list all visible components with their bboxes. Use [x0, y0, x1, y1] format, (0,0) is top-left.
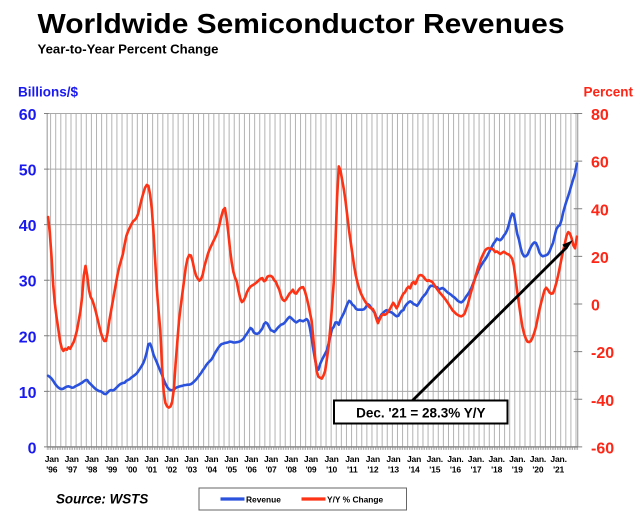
- svg-text:'00: '00: [126, 465, 137, 475]
- svg-text:Jan: Jan: [366, 454, 380, 464]
- svg-text:-60: -60: [591, 440, 614, 457]
- svg-text:Jan: Jan: [204, 454, 218, 464]
- svg-text:'14: '14: [409, 465, 420, 475]
- svg-text:Jan: Jan: [407, 454, 421, 464]
- svg-text:'04: '04: [206, 465, 217, 475]
- svg-text:Jan: Jan: [224, 454, 238, 464]
- svg-text:Jan: Jan: [164, 454, 178, 464]
- svg-text:Jan: Jan: [304, 454, 318, 464]
- svg-text:'19: '19: [512, 465, 523, 475]
- svg-text:'21: '21: [553, 465, 564, 475]
- svg-text:Jan: Jan: [324, 454, 338, 464]
- svg-text:Jan: Jan: [124, 454, 138, 464]
- svg-text:0: 0: [28, 440, 37, 457]
- svg-text:30: 30: [19, 274, 37, 291]
- svg-text:'09: '09: [305, 465, 316, 475]
- svg-text:'11: '11: [347, 465, 358, 475]
- svg-text:Jan: Jan: [184, 454, 198, 464]
- svg-text:Jan.: Jan.: [550, 454, 566, 464]
- svg-text:Jan: Jan: [144, 454, 158, 464]
- svg-text:20: 20: [591, 250, 609, 267]
- svg-text:Billions/$: Billions/$: [18, 85, 79, 100]
- svg-text:'98: '98: [86, 465, 97, 475]
- svg-text:Jan: Jan: [386, 454, 400, 464]
- svg-text:Jan: Jan: [264, 454, 278, 464]
- svg-text:'02: '02: [166, 465, 177, 475]
- svg-text:'16: '16: [450, 465, 461, 475]
- svg-text:'17: '17: [470, 465, 481, 475]
- svg-text:Source: WSTS: Source: WSTS: [56, 492, 148, 507]
- svg-text:'96: '96: [46, 465, 57, 475]
- svg-text:Jan: Jan: [85, 454, 99, 464]
- svg-text:Jan.: Jan.: [468, 454, 484, 464]
- svg-text:40: 40: [19, 218, 37, 235]
- svg-text:-20: -20: [591, 345, 614, 362]
- svg-text:'05: '05: [226, 465, 237, 475]
- svg-text:60: 60: [591, 155, 609, 172]
- svg-text:'18: '18: [491, 465, 502, 475]
- svg-text:20: 20: [19, 329, 37, 346]
- svg-text:Y/Y % Change: Y/Y % Change: [327, 494, 384, 504]
- svg-text:'03: '03: [186, 465, 197, 475]
- svg-text:Jan.: Jan.: [509, 454, 525, 464]
- svg-text:Jan.: Jan.: [530, 454, 546, 464]
- svg-text:'12: '12: [367, 465, 378, 475]
- svg-text:'20: '20: [532, 465, 543, 475]
- svg-text:Jan.: Jan.: [427, 454, 443, 464]
- svg-text:Percent: Percent: [583, 85, 633, 100]
- svg-text:Jan: Jan: [45, 454, 59, 464]
- svg-text:80: 80: [591, 107, 609, 124]
- svg-text:'97: '97: [66, 465, 77, 475]
- svg-text:'99: '99: [106, 465, 117, 475]
- svg-text:50: 50: [19, 163, 37, 180]
- svg-text:Dec. '21 = 28.3% Y/Y: Dec. '21 = 28.3% Y/Y: [356, 406, 485, 421]
- svg-text:Jan: Jan: [244, 454, 258, 464]
- svg-text:Jan.: Jan.: [488, 454, 504, 464]
- svg-text:Worldwide Semiconductor Revenu: Worldwide Semiconductor Revenues: [38, 8, 565, 39]
- svg-text:40: 40: [591, 202, 609, 219]
- svg-text:-40: -40: [591, 393, 614, 410]
- svg-text:Jan: Jan: [104, 454, 118, 464]
- svg-text:60: 60: [19, 107, 37, 124]
- svg-text:0: 0: [591, 298, 600, 315]
- svg-text:'13: '13: [388, 465, 399, 475]
- svg-text:Jan: Jan: [345, 454, 359, 464]
- svg-text:Revenue: Revenue: [246, 494, 281, 504]
- svg-text:'15: '15: [429, 465, 440, 475]
- svg-text:10: 10: [19, 385, 37, 402]
- svg-text:'10: '10: [326, 465, 337, 475]
- svg-text:Jan: Jan: [284, 454, 298, 464]
- svg-text:'06: '06: [246, 465, 257, 475]
- svg-text:Jan.: Jan.: [447, 454, 463, 464]
- svg-text:Jan: Jan: [65, 454, 79, 464]
- svg-text:Year-to-Year Percent Change: Year-to-Year Percent Change: [38, 43, 219, 57]
- svg-text:'08: '08: [286, 465, 297, 475]
- svg-text:'01: '01: [146, 465, 157, 475]
- svg-text:'07: '07: [266, 465, 277, 475]
